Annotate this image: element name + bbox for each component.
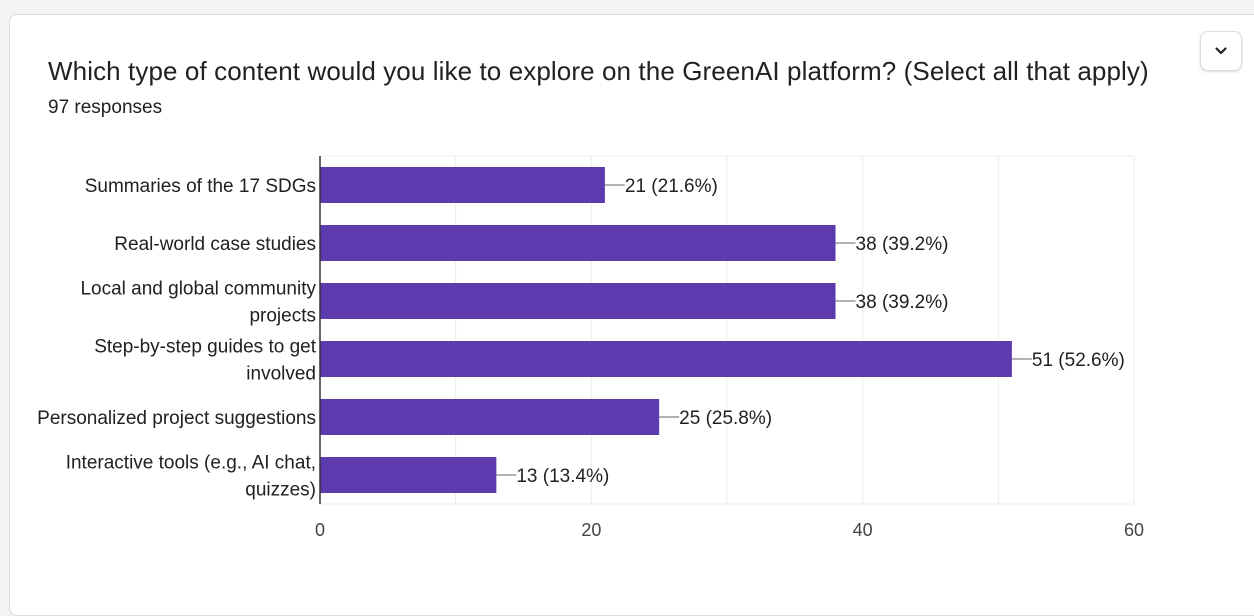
category-label: Local and global community bbox=[80, 279, 316, 300]
category-label: Summaries of the 17 SDGs bbox=[85, 176, 316, 197]
bar bbox=[320, 399, 660, 435]
category-label: quizzes) bbox=[245, 480, 316, 501]
data-label: 25 (25.8%) bbox=[679, 408, 772, 429]
data-label: 13 (13.4%) bbox=[516, 466, 609, 487]
data-label: 38 (39.2%) bbox=[856, 292, 949, 313]
expand-menu-button[interactable] bbox=[1200, 31, 1242, 71]
data-label: 51 (52.6%) bbox=[1032, 350, 1125, 371]
category-label: projects bbox=[249, 306, 316, 327]
bar bbox=[320, 341, 1012, 377]
question-title: Which type of content would you like to … bbox=[48, 56, 1149, 86]
x-tick-label: 40 bbox=[853, 520, 873, 540]
data-label: 38 (39.2%) bbox=[856, 234, 949, 255]
bar bbox=[320, 457, 497, 493]
bar bbox=[320, 225, 836, 261]
x-tick-label: 0 bbox=[315, 520, 325, 540]
x-tick-label: 20 bbox=[581, 520, 601, 540]
bar bbox=[320, 167, 605, 203]
category-label: Real-world case studies bbox=[114, 234, 316, 255]
response-count: 97 responses bbox=[48, 97, 163, 118]
bar bbox=[320, 283, 836, 319]
x-tick-label: 60 bbox=[1124, 520, 1144, 540]
data-label: 21 (21.6%) bbox=[625, 176, 718, 197]
category-label: Personalized project suggestions bbox=[37, 408, 316, 429]
bar-chart: 21 (21.6%) Summaries of the 17 SDGs 38 (39… bbox=[37, 155, 1144, 540]
chevron-down-icon bbox=[1215, 47, 1227, 55]
category-label: Step-by-step guides to get bbox=[94, 337, 317, 358]
category-label: involved bbox=[246, 364, 316, 385]
category-label: Interactive tools (e.g., AI chat, bbox=[66, 453, 316, 474]
